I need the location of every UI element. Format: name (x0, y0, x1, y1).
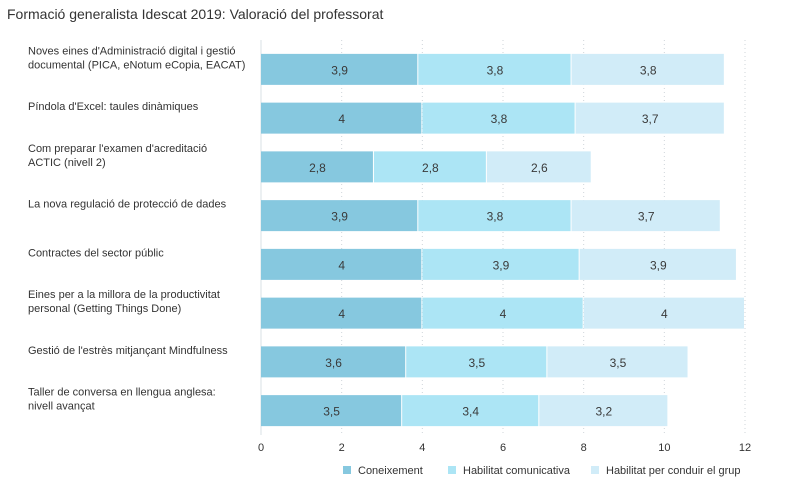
bar-segment (575, 102, 724, 134)
category-label: Taller de conversa en llengua anglesa: (28, 387, 216, 399)
data-label: 3,9 (650, 258, 667, 272)
bar-segment (373, 151, 486, 183)
bar-segment (406, 346, 547, 378)
bar-segment (261, 248, 422, 280)
legend-swatch (591, 466, 599, 474)
category-label: Com preparar l'examen d'acreditació (28, 143, 207, 155)
x-tick-label: 2 (339, 442, 345, 454)
bar-segment (261, 102, 422, 134)
data-label: 3,9 (493, 258, 510, 272)
category-label: Gestió de l'estrès mitjançant Mindfulnes… (28, 345, 228, 357)
data-label: 3,5 (468, 356, 485, 370)
chart-title: Formació generalista Idescat 2019: Valor… (7, 6, 384, 22)
data-label: 3,4 (462, 405, 479, 419)
bar-segment (261, 53, 418, 85)
bar-segment (261, 346, 406, 378)
data-label: 4 (338, 112, 345, 126)
category-label: documental (PICA, eNotum eCopia, EACAT) (28, 59, 245, 71)
category-label: ACTIC (nivell 2) (28, 157, 106, 169)
x-tick-label: 12 (739, 442, 751, 454)
bar-segment (418, 53, 571, 85)
data-label: 4 (338, 307, 345, 321)
data-label: 3,8 (487, 63, 504, 77)
data-label: 3,5 (323, 405, 340, 419)
data-label: 3,9 (331, 63, 348, 77)
category-label: Contractes del sector públic (28, 247, 164, 259)
bar-segment (547, 346, 688, 378)
bar-segment (418, 200, 571, 232)
category-label: Noves eines d'Administració digital i ge… (28, 45, 236, 57)
data-label: 3,5 (610, 356, 627, 370)
bar-segment (571, 53, 724, 85)
data-label: 4 (661, 307, 668, 321)
data-label: 2,8 (422, 161, 439, 175)
legend-label: Habilitat per conduir el grup (606, 465, 741, 477)
data-label: 4 (338, 258, 345, 272)
category-label: nivell avançat (28, 401, 95, 413)
bar-segment (422, 297, 583, 329)
data-label: 2,8 (309, 161, 326, 175)
data-label: 3,8 (491, 112, 508, 126)
x-tick-label: 10 (658, 442, 670, 454)
data-label: 2,6 (531, 161, 548, 175)
legend-swatch (448, 466, 456, 474)
bar-segment (486, 151, 591, 183)
legend-swatch (343, 466, 351, 474)
x-tick-label: 0 (258, 442, 264, 454)
data-label: 3,8 (640, 63, 657, 77)
bar-segment (539, 395, 668, 427)
category-label: Píndola d'Excel: taules dinàmiques (28, 101, 199, 113)
bar-segment (583, 297, 744, 329)
data-label: 4 (500, 307, 507, 321)
bar-segment (261, 297, 422, 329)
x-tick-label: 8 (581, 442, 587, 454)
category-label: La nova regulació de protecció de dades (28, 199, 227, 211)
bar-segment (261, 395, 402, 427)
bar-segment (422, 102, 575, 134)
bar-segment (579, 248, 736, 280)
data-label: 3,8 (487, 210, 504, 224)
legend-label: Coneixement (358, 465, 423, 477)
data-label: 3,6 (325, 356, 342, 370)
data-label: 3,2 (595, 405, 612, 419)
x-tick-label: 4 (419, 442, 425, 454)
data-label: 3,9 (331, 210, 348, 224)
x-tick-label: 6 (500, 442, 506, 454)
bar-segment (571, 200, 720, 232)
category-label: personal (Getting Things Done) (28, 303, 181, 315)
bar-segment (402, 395, 539, 427)
category-label: Eines per a la millora de la productivit… (28, 289, 220, 301)
bar-segment (422, 248, 579, 280)
data-label: 3,7 (642, 112, 659, 126)
data-label: 3,7 (638, 210, 655, 224)
bar-segment (261, 151, 373, 183)
bar-segment (261, 200, 418, 232)
legend-label: Habilitat comunicativa (463, 465, 571, 477)
